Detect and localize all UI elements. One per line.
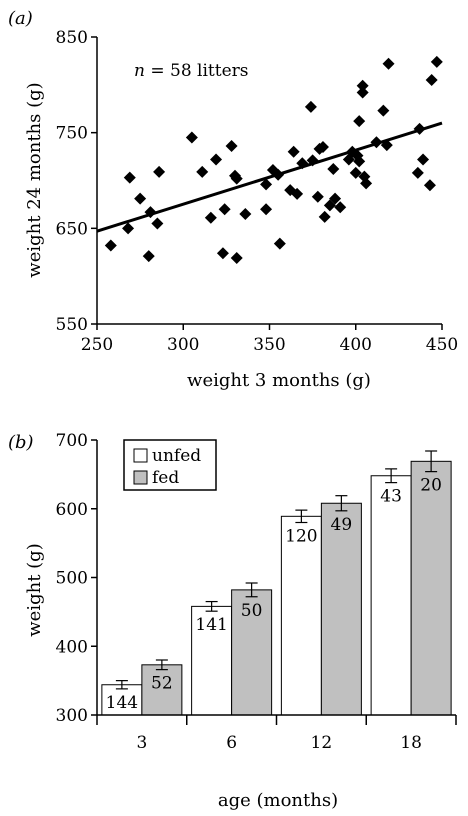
data-point [329,192,342,205]
data-point [196,165,209,178]
data-point [216,247,229,260]
data-point [153,165,166,178]
x-tick-label-a: 450 [426,335,458,355]
legend-swatch-unfed [133,448,148,463]
data-point [360,177,373,190]
data-point [349,166,362,179]
data-point [417,153,430,166]
data-point [204,211,217,224]
x-tick-label-a: 300 [167,335,199,355]
data-point [316,141,329,154]
bar-unfed [370,475,412,716]
data-point [304,100,317,113]
annotation: n = 58 litters [134,61,249,81]
sample-count-label: 50 [241,601,263,621]
annotation-italic: n [134,61,145,81]
data-point [218,203,231,216]
data-point [377,104,390,117]
data-point [291,187,304,200]
data-point [225,140,238,153]
panel-label-a: (a) [8,8,33,29]
sample-count-label: 52 [151,674,173,694]
data-point [230,172,243,185]
x-axis-label-a: weight 3 months (g) [187,370,371,391]
bar-unfed [191,605,233,716]
y-tick-label-a: 750 [56,124,88,144]
data-point [430,55,443,68]
legend: unfed fed [123,439,217,491]
y-tick-label-b: 400 [56,637,88,657]
data-point [382,57,395,70]
data-point [423,179,436,192]
x-tick-label-a: 400 [340,335,372,355]
data-point [327,163,340,176]
data-point [356,86,369,99]
x-tick-label-b: 3 [136,733,147,753]
data-point [311,190,324,203]
data-point [142,250,155,263]
sample-count-label: 120 [285,527,317,547]
y-tick-label-a: 850 [56,28,88,48]
trend-line [96,121,443,233]
bar-axes: 300 400 500 600 700 3 6 12 18 [56,431,457,753]
y-tick-label-a: 650 [56,219,88,239]
x-tick-label-a: 250 [81,335,113,355]
bar-fed [410,460,452,716]
y-axis-label-a: weight 24 months (g) [24,82,45,277]
scatter-points [104,55,443,264]
data-point [318,210,331,223]
data-point [123,171,136,184]
bar-fed [231,589,273,716]
x-tick-label-a: 350 [253,335,285,355]
data-point [260,178,273,191]
scatter-axes: 550 650 750 850 250 300 350 400 450 [56,28,459,355]
legend-label-fed: fed [152,468,179,488]
data-point [122,222,135,235]
y-tick-label-a: 550 [56,315,88,335]
sample-count-label: 43 [380,487,402,507]
data-point [353,155,366,168]
data-point [260,203,273,216]
data-point [356,79,369,92]
data-point [425,74,438,87]
annotation-rest: = 58 litters [145,61,249,81]
bar-fed [320,502,362,716]
scatter-panel: (a) n = 58 litters 550 650 750 850 250 300 350… [8,8,458,391]
data-point [353,115,366,128]
data-point [104,239,117,252]
y-tick-label-b: 700 [56,431,88,451]
data-point [273,237,286,250]
legend-label-unfed: unfed [152,446,201,466]
y-tick-label-b: 300 [56,706,88,726]
x-tick-label-b: 12 [311,733,333,753]
panel-label-b: (b) [8,432,34,453]
data-point [210,153,223,166]
data-point [151,217,164,230]
sample-count-label: 49 [331,515,353,535]
data-point [134,192,147,205]
x-axis-label-b: age (months) [218,790,338,811]
sample-count-label: 20 [420,476,442,496]
data-point [334,201,347,214]
sample-count-label: 141 [195,615,227,635]
sample-count-label: 144 [106,693,138,713]
y-tick-label-b: 600 [56,500,88,520]
x-tick-label-b: 18 [400,733,422,753]
data-point [239,207,252,220]
y-tick-label-b: 500 [56,569,88,589]
y-axis-label-b: weight (g) [24,543,45,636]
data-point [287,145,300,158]
legend-swatch-fed [133,470,148,485]
data-point [185,131,198,144]
data-point [411,166,424,179]
bar-fed [141,664,183,716]
data-point [230,251,243,264]
x-tick-label-b: 6 [226,733,237,753]
